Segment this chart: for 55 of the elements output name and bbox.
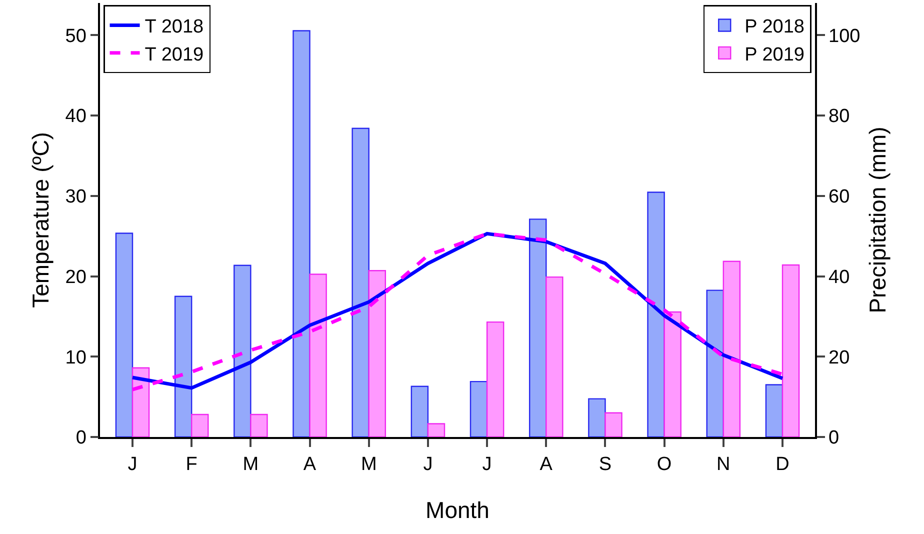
bar	[352, 128, 370, 437]
x-tick-label: N	[716, 454, 730, 475]
y-tick-label: 50	[65, 26, 86, 47]
x-tick-label: A	[540, 454, 553, 475]
bar	[706, 290, 724, 437]
bar	[368, 270, 386, 437]
bar	[427, 423, 446, 437]
x-tick-label: F	[186, 454, 198, 475]
legend-label: T 2019	[144, 44, 204, 66]
y2-tick-label: 40	[828, 266, 850, 288]
x-tick-label: D	[776, 454, 790, 475]
bar	[234, 264, 252, 437]
y-tick-label: 30	[65, 186, 86, 208]
y2-tick-label: 80	[828, 106, 850, 128]
x-tick-label: O	[656, 454, 672, 475]
bar	[588, 398, 606, 437]
y2-tick-label: 100	[828, 26, 860, 47]
y2-tick-label: 0	[828, 428, 840, 449]
y2-axis-title: Precipitation (mm)	[864, 126, 890, 314]
x-tick-label: M	[360, 454, 377, 475]
x-tick-label: J	[482, 454, 492, 475]
bar	[546, 276, 564, 437]
y-tick-label: 10	[65, 347, 86, 368]
bar	[410, 386, 429, 437]
bar	[132, 367, 150, 437]
bar	[722, 260, 741, 437]
y2-tick-label: 20	[828, 347, 850, 368]
x-tick-label: A	[303, 454, 316, 475]
bar	[604, 412, 622, 437]
bar	[190, 414, 209, 437]
bar	[528, 218, 547, 437]
bar	[782, 264, 800, 437]
bar	[470, 380, 488, 437]
bar	[765, 384, 784, 437]
bar	[115, 232, 134, 437]
y2-tick-label: 60	[828, 186, 850, 208]
x-tick-label: M	[242, 454, 259, 475]
x-tick-label: J	[423, 454, 433, 475]
y-tick-label: 40	[65, 106, 86, 128]
x-tick-label: J	[128, 454, 138, 475]
bar	[309, 274, 327, 437]
bar	[647, 192, 665, 437]
y-axis-title: Temperature (ºC)	[27, 132, 54, 308]
x-axis-title: Month	[426, 496, 490, 523]
legend-label: P 2018	[744, 16, 805, 38]
y-tick-label: 0	[76, 428, 86, 449]
x-tick-label: S	[598, 454, 612, 475]
y-tick-label: 20	[65, 266, 86, 288]
bar	[292, 30, 310, 437]
legend-label: P 2019	[744, 44, 805, 66]
bar	[486, 321, 504, 437]
bar	[174, 296, 192, 437]
bar	[664, 311, 682, 437]
legend-label: T 2018	[144, 16, 204, 38]
bar	[250, 414, 268, 437]
